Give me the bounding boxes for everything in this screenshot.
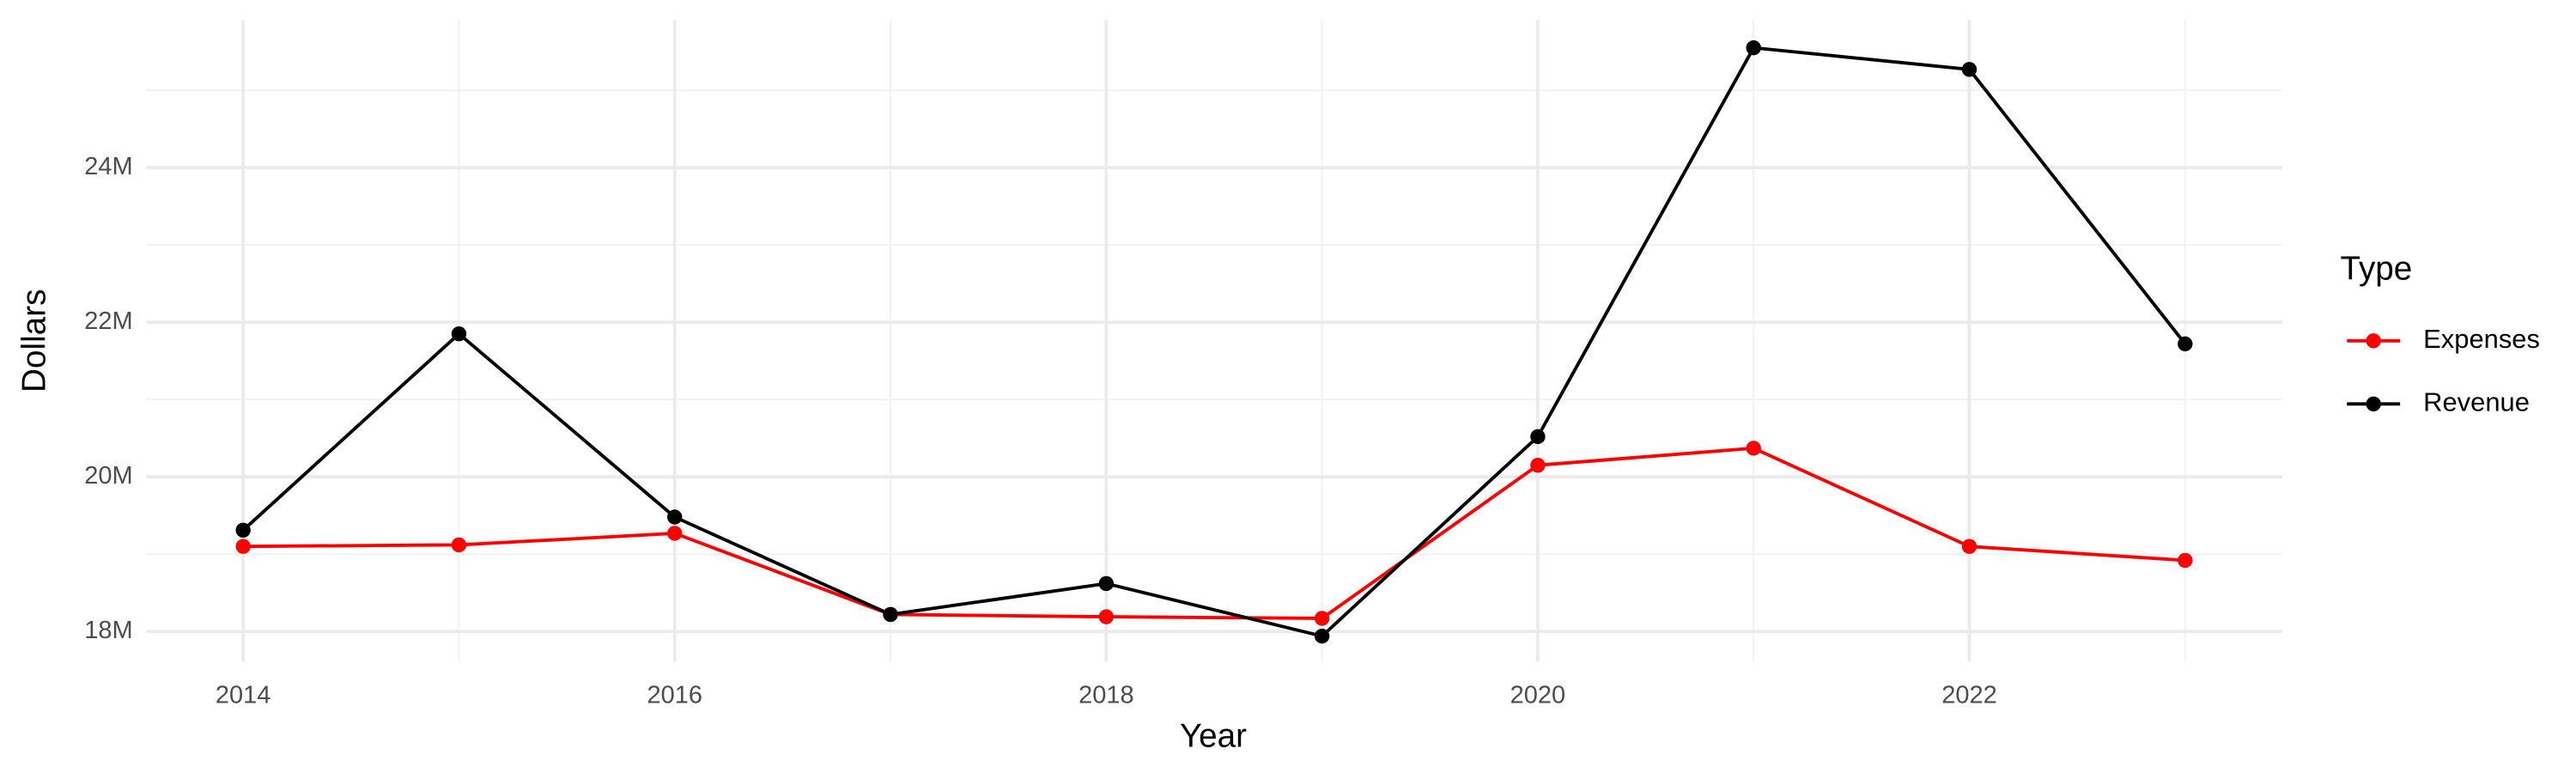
- point: [235, 522, 251, 539]
- y-tick-label: 22M: [84, 307, 132, 335]
- point: [1098, 575, 1115, 592]
- point: [235, 539, 251, 554]
- x-axis-title: Year: [1180, 718, 1247, 755]
- point: [1961, 539, 1978, 554]
- point: [667, 509, 683, 525]
- y-tick-label: 24M: [84, 153, 132, 180]
- point: [1746, 441, 1761, 456]
- point: [1098, 609, 1115, 624]
- point: [1530, 457, 1546, 473]
- point: [451, 537, 467, 553]
- legend-point: [2366, 396, 2381, 412]
- line: [241, 46, 2187, 638]
- point: [2178, 336, 2193, 352]
- legend-title: Type: [2341, 251, 2413, 288]
- y-tick-label: 20M: [84, 462, 132, 490]
- x-tick-label: 2022: [1941, 682, 1996, 709]
- legend-label: Revenue: [2423, 386, 2530, 417]
- x-tick-label: 2016: [647, 682, 702, 709]
- legend-point: [2366, 333, 2381, 349]
- x-tick-label: 2018: [1078, 682, 1133, 709]
- x-tick-label: 2020: [1510, 682, 1565, 709]
- x-tick-label: 2014: [216, 682, 270, 709]
- point: [1530, 429, 1546, 445]
- point: [1314, 611, 1330, 626]
- point: [1746, 40, 1761, 56]
- y-axis-title: Dollars: [16, 289, 53, 393]
- point: [451, 326, 467, 342]
- point: [667, 526, 683, 541]
- point: [1961, 62, 1978, 77]
- point: [883, 606, 898, 623]
- point: [1314, 628, 1330, 644]
- legend-label: Expenses: [2423, 324, 2540, 354]
- line: [243, 446, 2185, 620]
- y-tick-label: 18M: [84, 617, 132, 644]
- point: [2178, 552, 2193, 569]
